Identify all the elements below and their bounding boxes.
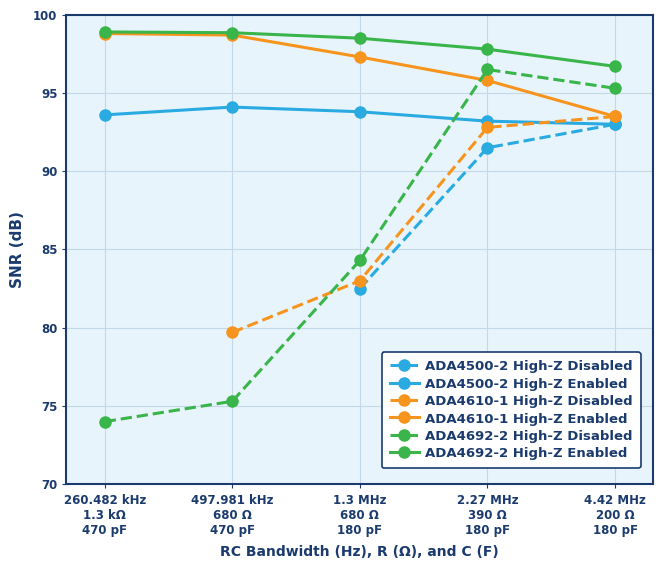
ADA4500-2 High-Z Enabled: [483, 118, 491, 125]
ADA4500-2 High-Z Disabled: [356, 285, 364, 292]
ADA4500-2 High-Z Enabled: [611, 121, 619, 127]
Y-axis label: SNR (dB): SNR (dB): [10, 211, 25, 288]
ADA4692-2 High-Z Disabled: [356, 257, 364, 264]
Line: ADA4500-2 High-Z Disabled: ADA4500-2 High-Z Disabled: [354, 119, 621, 294]
Line: ADA4692-2 High-Z Disabled: ADA4692-2 High-Z Disabled: [99, 64, 621, 427]
Line: ADA4610-1 High-Z Disabled: ADA4610-1 High-Z Disabled: [227, 111, 621, 338]
ADA4500-2 High-Z Enabled: [101, 112, 109, 118]
ADA4610-1 High-Z Enabled: [356, 53, 364, 60]
ADA4692-2 High-Z Disabled: [611, 85, 619, 92]
Legend: ADA4500-2 High-Z Disabled, ADA4500-2 High-Z Enabled, ADA4610-1 High-Z Disabled, : ADA4500-2 High-Z Disabled, ADA4500-2 Hig…: [382, 352, 641, 468]
ADA4500-2 High-Z Disabled: [611, 121, 619, 127]
ADA4692-2 High-Z Disabled: [228, 398, 236, 405]
ADA4610-1 High-Z Disabled: [228, 329, 236, 336]
ADA4610-1 High-Z Disabled: [611, 113, 619, 120]
ADA4692-2 High-Z Enabled: [483, 46, 491, 52]
ADA4610-1 High-Z Enabled: [611, 113, 619, 120]
ADA4500-2 High-Z Enabled: [228, 104, 236, 110]
Line: ADA4692-2 High-Z Enabled: ADA4692-2 High-Z Enabled: [99, 26, 621, 72]
Line: ADA4610-1 High-Z Enabled: ADA4610-1 High-Z Enabled: [99, 28, 621, 122]
ADA4692-2 High-Z Enabled: [101, 28, 109, 35]
ADA4500-2 High-Z Enabled: [356, 108, 364, 115]
ADA4692-2 High-Z Enabled: [228, 30, 236, 36]
ADA4500-2 High-Z Disabled: [483, 145, 491, 151]
ADA4610-1 High-Z Enabled: [483, 77, 491, 84]
ADA4610-1 High-Z Enabled: [228, 32, 236, 39]
X-axis label: RC Bandwidth (Hz), R (Ω), and C (F): RC Bandwidth (Hz), R (Ω), and C (F): [221, 545, 499, 559]
ADA4610-1 High-Z Disabled: [356, 277, 364, 284]
ADA4692-2 High-Z Disabled: [101, 418, 109, 425]
ADA4692-2 High-Z Enabled: [611, 63, 619, 70]
Line: ADA4500-2 High-Z Enabled: ADA4500-2 High-Z Enabled: [99, 101, 621, 130]
ADA4692-2 High-Z Disabled: [483, 66, 491, 73]
ADA4610-1 High-Z Enabled: [101, 30, 109, 37]
ADA4610-1 High-Z Disabled: [483, 124, 491, 131]
ADA4692-2 High-Z Enabled: [356, 35, 364, 42]
